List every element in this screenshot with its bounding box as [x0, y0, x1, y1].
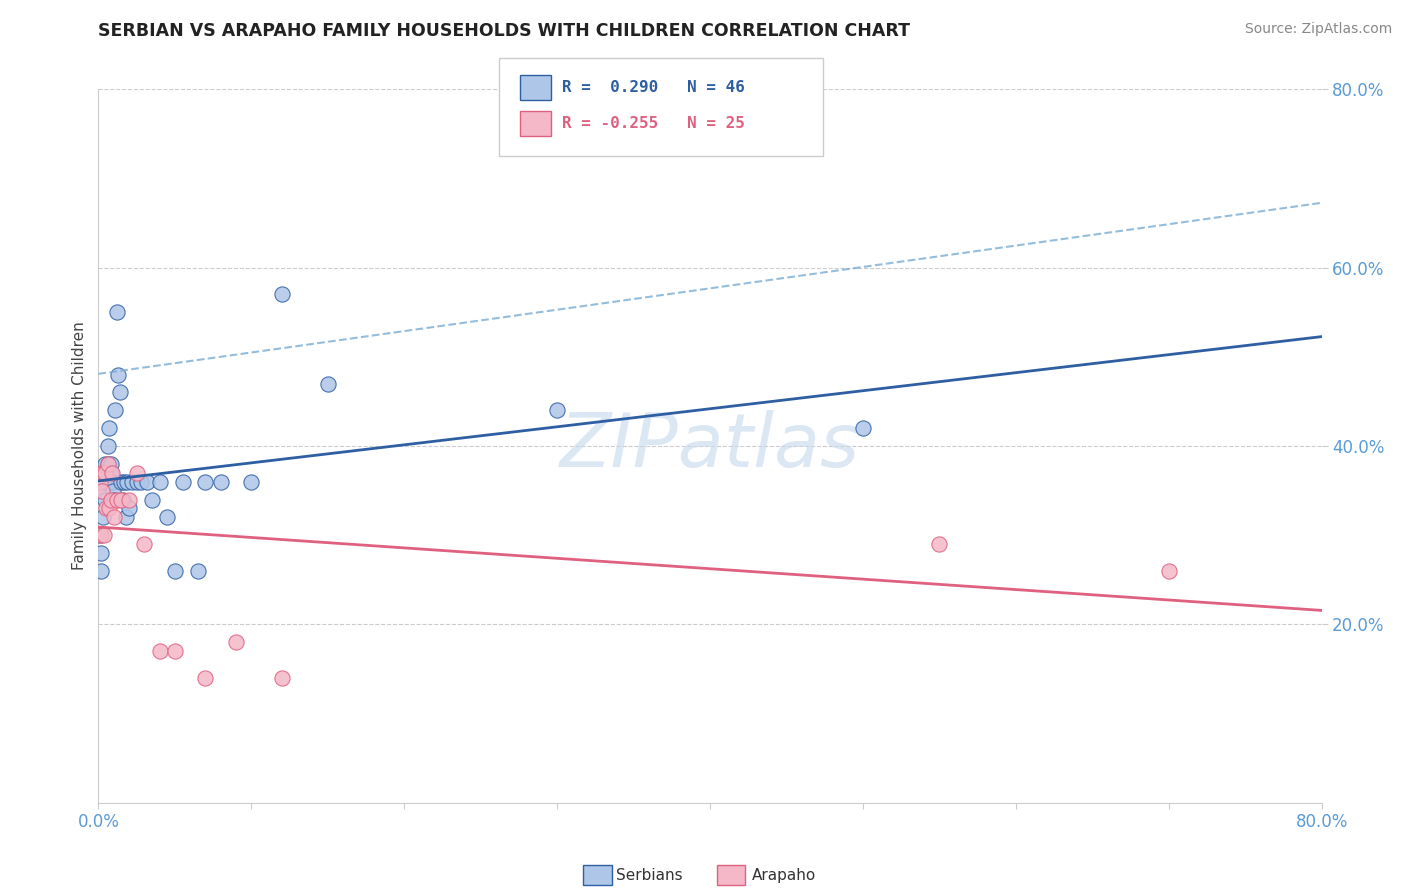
Point	[270, 287, 294, 301]
Point	[93, 528, 115, 542]
Point	[270, 671, 294, 685]
Point	[316, 376, 339, 391]
Text: Arapaho: Arapaho	[752, 868, 817, 882]
Point	[110, 475, 132, 489]
Point	[928, 537, 950, 551]
Point	[96, 475, 118, 489]
Point	[225, 635, 247, 649]
Point	[91, 466, 114, 480]
Point	[91, 510, 114, 524]
Point	[194, 671, 217, 685]
Point	[110, 492, 132, 507]
Point	[156, 510, 179, 524]
Point	[136, 475, 159, 489]
Point	[97, 457, 120, 471]
Point	[194, 475, 217, 489]
Point	[129, 475, 152, 489]
Point	[118, 501, 141, 516]
Text: Serbians: Serbians	[616, 868, 682, 882]
Point	[98, 421, 121, 435]
Point	[93, 466, 115, 480]
Point	[90, 546, 112, 560]
Point	[1157, 564, 1180, 578]
Point	[111, 492, 134, 507]
Point	[98, 475, 121, 489]
Point	[100, 492, 122, 507]
Text: SERBIAN VS ARAPAHO FAMILY HOUSEHOLDS WITH CHILDREN CORRELATION CHART: SERBIAN VS ARAPAHO FAMILY HOUSEHOLDS WIT…	[98, 22, 911, 40]
Point	[187, 564, 209, 578]
Point	[121, 475, 143, 489]
Point	[101, 466, 124, 480]
Y-axis label: Family Households with Children: Family Households with Children	[72, 322, 87, 570]
Point	[97, 457, 120, 471]
Point	[240, 475, 263, 489]
Point	[163, 564, 186, 578]
Point	[94, 501, 117, 516]
Point	[105, 305, 128, 319]
Point	[108, 385, 131, 400]
Point	[103, 492, 125, 507]
Point	[172, 475, 194, 489]
Point	[852, 421, 875, 435]
Point	[149, 644, 172, 658]
Point	[94, 466, 117, 480]
Text: Source: ZipAtlas.com: Source: ZipAtlas.com	[1244, 22, 1392, 37]
Point	[149, 475, 172, 489]
Point	[125, 475, 148, 489]
Point	[93, 475, 115, 489]
Point	[90, 564, 112, 578]
Point	[94, 492, 117, 507]
Point	[98, 501, 121, 516]
Point	[89, 475, 111, 489]
Point	[104, 403, 127, 417]
Point	[101, 475, 124, 489]
Point	[90, 466, 112, 480]
Point	[91, 483, 114, 498]
Point	[546, 403, 568, 417]
Point	[91, 483, 114, 498]
Point	[163, 644, 186, 658]
Point	[134, 537, 156, 551]
Point	[97, 439, 120, 453]
Point	[101, 483, 124, 498]
Point	[89, 528, 111, 542]
Text: R =  0.290   N = 46: R = 0.290 N = 46	[562, 80, 745, 95]
Point	[118, 492, 141, 507]
Text: ZIPatlas: ZIPatlas	[560, 410, 860, 482]
Point	[125, 466, 148, 480]
Text: R = -0.255   N = 25: R = -0.255 N = 25	[562, 116, 745, 130]
Point	[141, 492, 163, 507]
Point	[105, 492, 128, 507]
Point	[117, 475, 139, 489]
Point	[93, 457, 115, 471]
Point	[209, 475, 232, 489]
Point	[90, 528, 112, 542]
Point	[112, 475, 135, 489]
Point	[107, 368, 129, 382]
Point	[100, 466, 122, 480]
Point	[115, 510, 138, 524]
Point	[103, 510, 125, 524]
Point	[100, 457, 122, 471]
